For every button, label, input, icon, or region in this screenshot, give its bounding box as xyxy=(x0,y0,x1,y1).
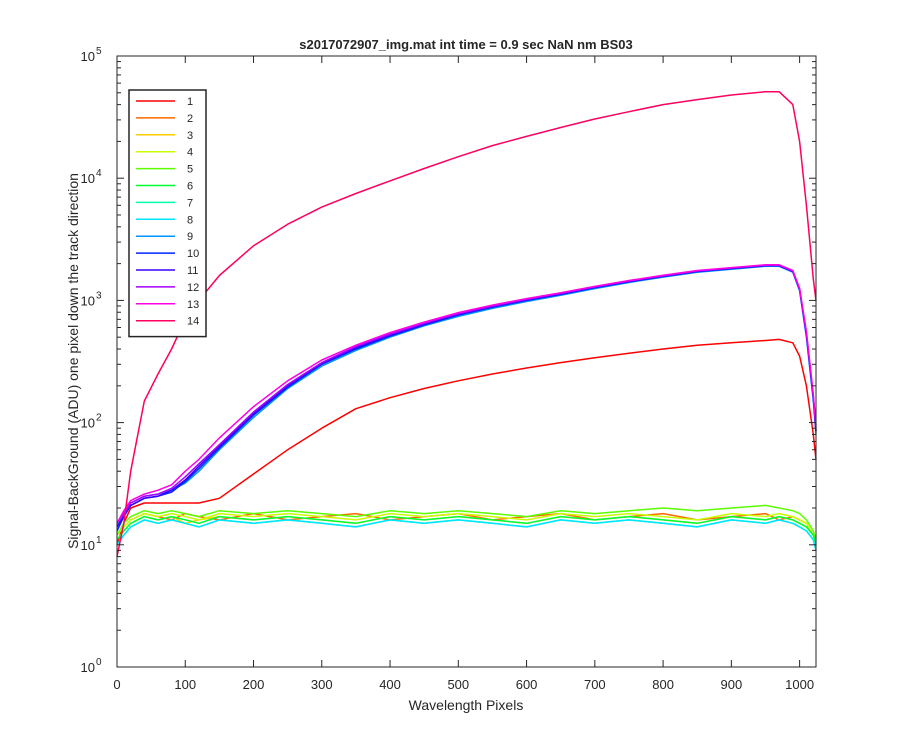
x-tick-label: 500 xyxy=(447,677,469,692)
x-tick-label: 700 xyxy=(584,677,606,692)
legend-label-4: 4 xyxy=(187,147,193,159)
legend-label-14: 14 xyxy=(187,316,199,328)
y-tick-label-exponent: 2 xyxy=(96,413,102,424)
legend-label-9: 9 xyxy=(187,231,193,243)
x-tick-label: 600 xyxy=(516,677,538,692)
legend-label-3: 3 xyxy=(187,130,193,142)
y-tick-label: 10 xyxy=(81,660,95,675)
y-tick-label-exponent: 5 xyxy=(96,46,102,57)
x-tick-label: 800 xyxy=(652,677,674,692)
x-tick-label: 300 xyxy=(311,677,333,692)
x-tick-label: 0 xyxy=(113,677,120,692)
legend-label-6: 6 xyxy=(187,181,193,193)
x-tick-label: 1000 xyxy=(785,677,814,692)
legend-label-7: 7 xyxy=(187,197,193,209)
x-tick-label: 900 xyxy=(721,677,743,692)
y-tick-label: 10 xyxy=(81,49,95,64)
x-tick-label: 400 xyxy=(379,677,401,692)
series-line-5 xyxy=(116,504,817,540)
y-tick-label: 10 xyxy=(81,171,95,186)
series-layer xyxy=(116,90,817,557)
series-line-6 xyxy=(116,515,817,546)
series-line-14 xyxy=(116,90,817,557)
legend-label-2: 2 xyxy=(187,113,193,125)
series-line-8 xyxy=(116,519,817,551)
legend-label-5: 5 xyxy=(187,164,193,176)
y-tick-label: 10 xyxy=(81,293,95,308)
x-tick-label: 100 xyxy=(174,677,196,692)
series-line-4 xyxy=(116,512,817,546)
x-axis-label: Wavelength Pixels xyxy=(409,697,524,713)
legend-label-10: 10 xyxy=(187,248,199,260)
plot-frame xyxy=(116,55,817,668)
legend-label-12: 12 xyxy=(187,282,199,294)
plot-area xyxy=(117,56,816,667)
y-tick-label-exponent: 1 xyxy=(96,535,102,546)
y-tick-label: 10 xyxy=(81,416,95,431)
chart-title: s2017072907_img.mat int time = 0.9 sec N… xyxy=(299,37,633,52)
y-tick-label-exponent: 3 xyxy=(96,290,102,301)
legend-label-8: 8 xyxy=(187,214,193,226)
x-tick-label: 200 xyxy=(243,677,265,692)
y-tick-label-exponent: 0 xyxy=(96,657,102,668)
legend-label-11: 11 xyxy=(187,265,198,277)
series-line-13 xyxy=(116,264,817,524)
series-line-1 xyxy=(116,338,817,546)
y-axis-label: Signal-BackGround (ADU) one pixel down t… xyxy=(65,173,81,549)
legend-label-1: 1 xyxy=(187,96,193,108)
y-tick-label: 10 xyxy=(81,538,95,553)
y-tick-label-exponent: 4 xyxy=(96,168,102,179)
legend-label-13: 13 xyxy=(187,299,199,311)
legend-box xyxy=(128,89,207,338)
